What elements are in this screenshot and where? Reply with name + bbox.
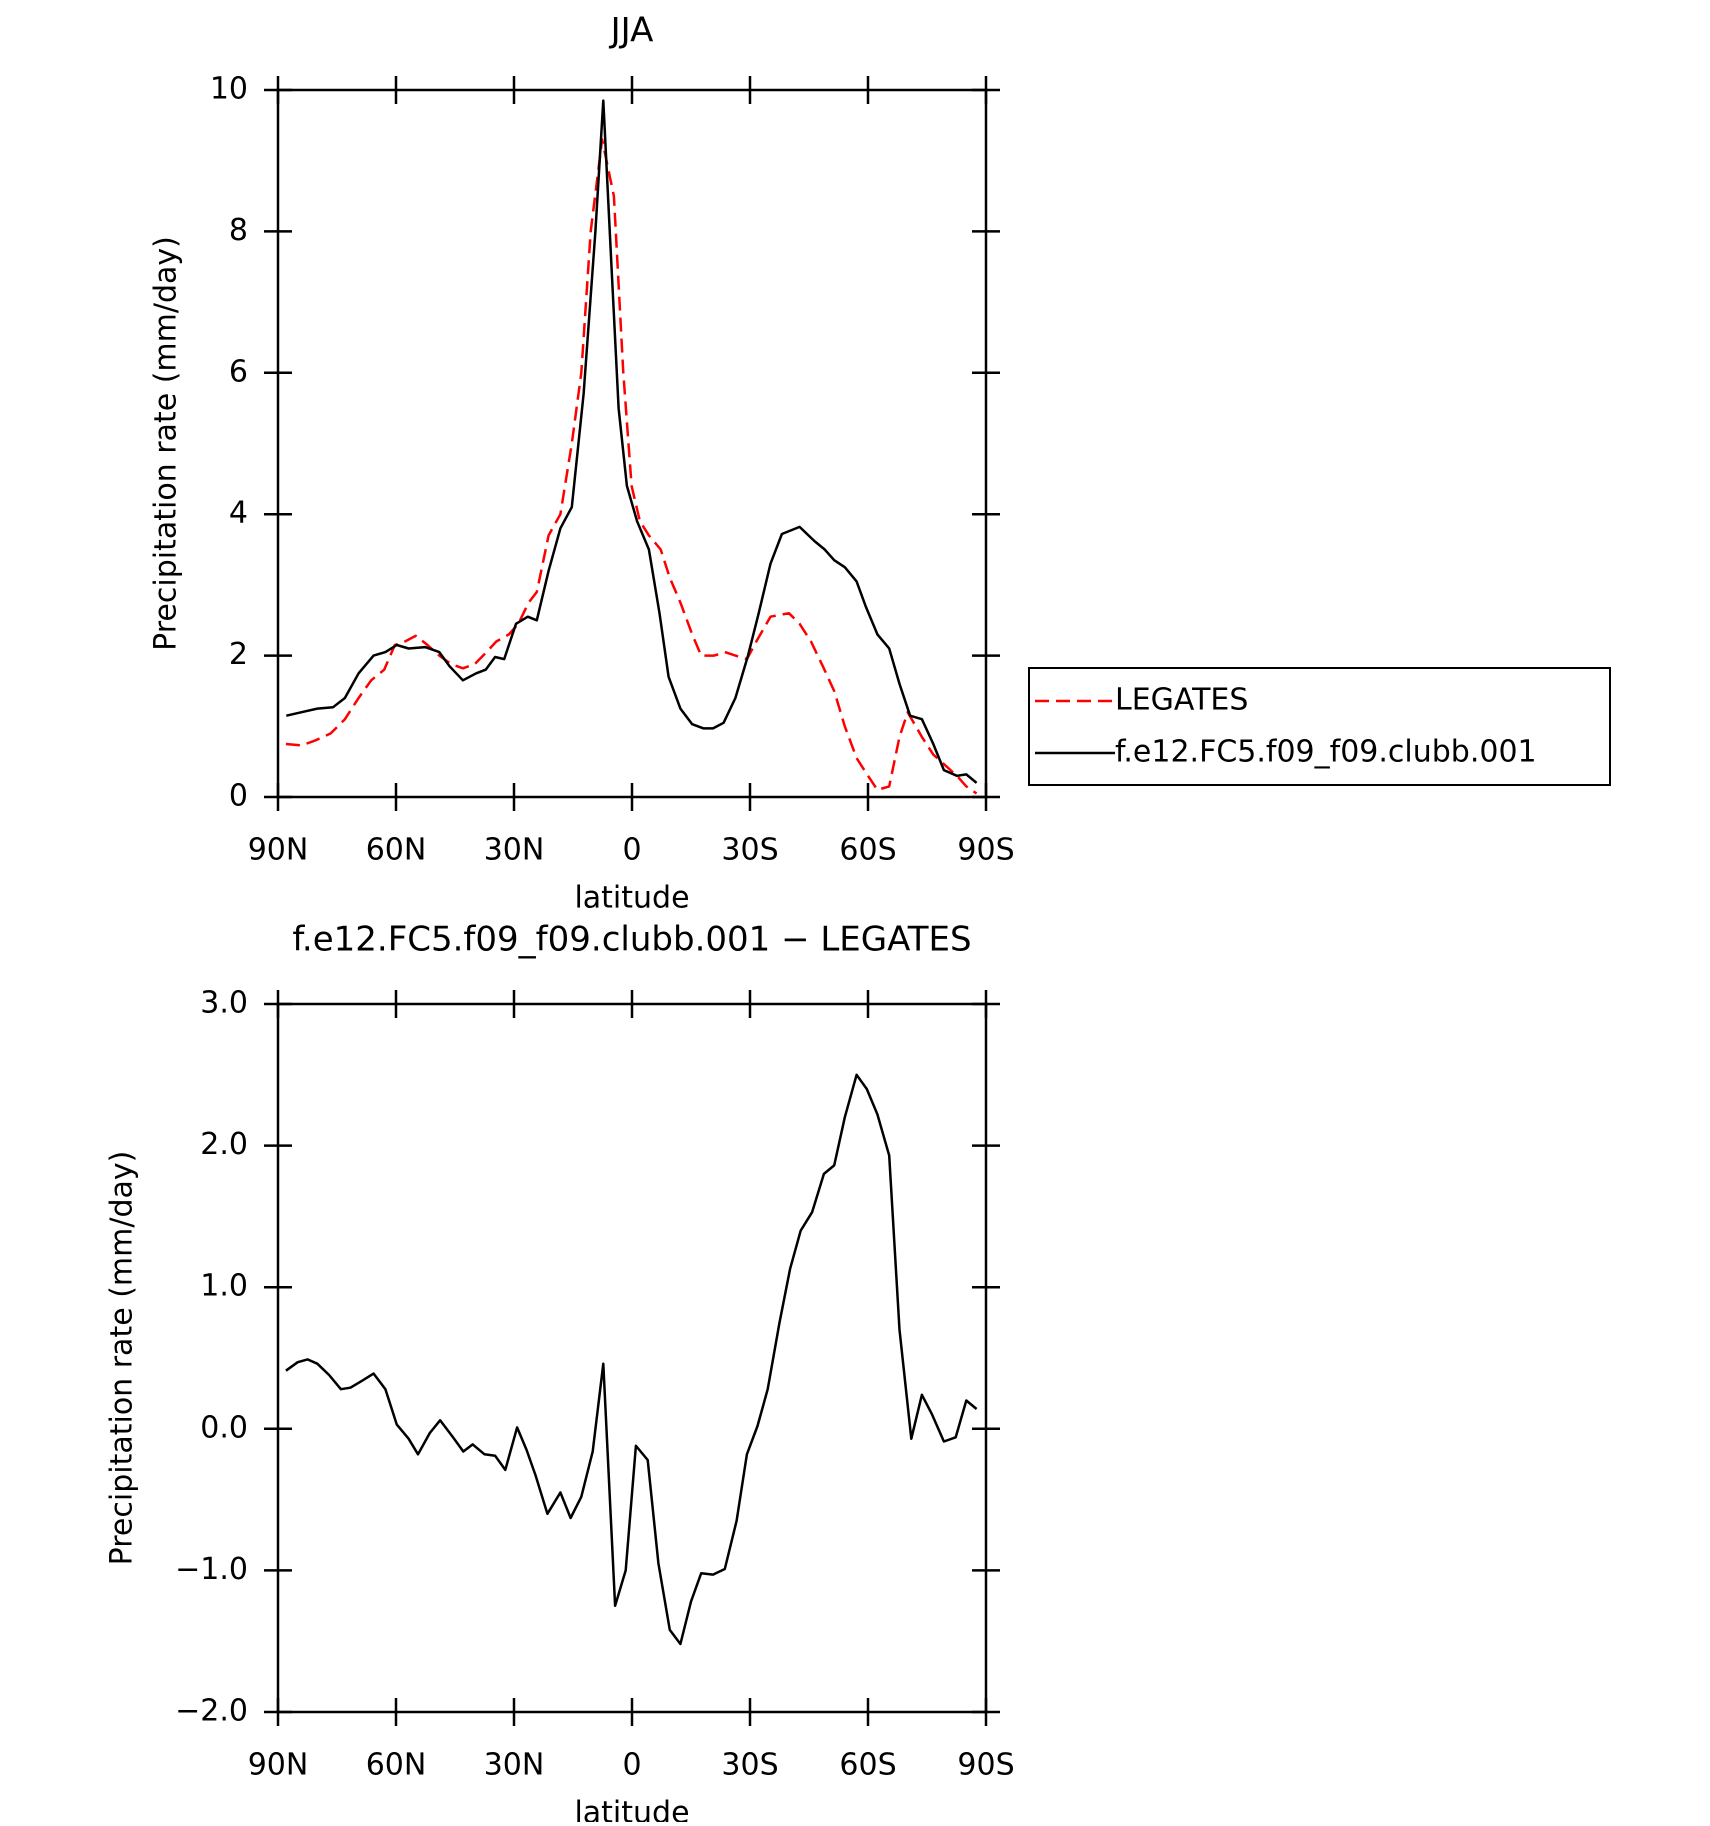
y-tick-label: 6: [229, 354, 248, 389]
y-tick-label: 2.0: [200, 1127, 248, 1162]
y-tick-label: 10: [210, 72, 248, 107]
chart-title: f.e12.FC5.f09_f09.clubb.001 − LEGATES: [292, 920, 971, 960]
y-tick-label: 8: [229, 213, 248, 248]
x-tick-label: 90N: [248, 1748, 309, 1783]
y-axis-label: Precipitation rate (mm/day): [105, 1151, 140, 1566]
y-tick-label: 1.0: [200, 1269, 248, 1304]
x-tick-label: 90N: [248, 833, 309, 868]
legend-label: f.e12.FC5.f09_f09.clubb.001: [1115, 735, 1537, 770]
x-tick-label: 30N: [484, 1748, 545, 1783]
plot-frame: [276, 88, 988, 799]
x-tick-label: 60S: [839, 833, 896, 868]
chart-title: JJA: [609, 11, 654, 51]
legend-label: LEGATES: [1115, 683, 1248, 718]
plot-frame: [276, 1002, 988, 1714]
x-axis-label: latitude: [574, 881, 689, 916]
legend-box: [1028, 667, 1611, 786]
x-tick-label: 60S: [839, 1748, 896, 1783]
x-tick-label: 30S: [721, 1748, 778, 1783]
x-tick-label: 90S: [957, 1748, 1014, 1783]
y-tick-label: 3.0: [200, 986, 248, 1021]
x-tick-label: 60N: [366, 1748, 427, 1783]
y-tick-label: 0.0: [200, 1410, 248, 1445]
x-tick-label: 30S: [721, 833, 778, 868]
x-tick-label: 30N: [484, 833, 545, 868]
data-line: [285, 1073, 978, 1646]
x-tick-label: 0: [622, 833, 641, 868]
y-axis-label: Precipitation rate (mm/day): [149, 236, 184, 651]
x-axis-label: latitude: [574, 1796, 689, 1823]
x-tick-label: 90S: [957, 833, 1014, 868]
y-tick-label: 0: [229, 779, 248, 814]
x-tick-label: 0: [622, 1748, 641, 1783]
x-tick-label: 60N: [366, 833, 427, 868]
data-line: [286, 99, 978, 784]
data-line: [285, 138, 978, 795]
y-tick-label: −1.0: [175, 1552, 248, 1587]
y-tick-label: 4: [229, 496, 248, 531]
y-tick-label: −2.0: [175, 1694, 248, 1729]
y-tick-label: 2: [229, 637, 248, 672]
